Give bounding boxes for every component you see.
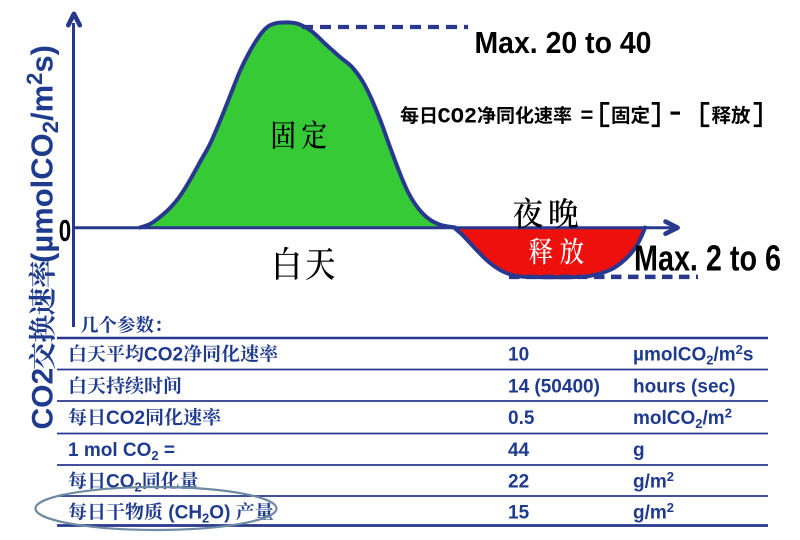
svg-text:2: 2 [706,353,713,368]
svg-text:CO2: CO2 [106,408,145,429]
svg-text:2: 2 [736,342,743,357]
svg-text:g: g [633,440,645,461]
svg-text:0: 0 [59,213,71,247]
svg-text:µmolCO: µmolCO [633,345,706,366]
svg-text:2: 2 [38,121,63,133]
svg-text:/m: /m [714,345,736,366]
svg-text:2: 2 [667,500,674,515]
svg-text:O): O) [209,503,235,524]
svg-text:2: 2 [667,469,674,484]
svg-text:Max. 2 to 6: Max. 2 to 6 [634,238,781,279]
svg-text:2: 2 [695,416,702,431]
svg-text:s: s [743,345,754,366]
svg-text:(CH: (CH [163,503,202,524]
svg-text:=: = [159,440,175,461]
svg-text:(µmolCO: (µmolCO [25,133,60,263]
svg-text:/m: /m [25,85,60,121]
svg-text:g/m: g/m [633,503,667,524]
svg-text:15: 15 [508,503,530,524]
svg-text:CO2: CO2 [27,368,60,430]
svg-text:Max. 20 to 40: Max. 20 to 40 [475,25,652,60]
svg-text:10: 10 [508,345,529,366]
svg-text:0.5: 0.5 [508,408,535,429]
svg-text:=: = [581,102,594,127]
svg-text:CO2: CO2 [144,345,183,366]
svg-text:g/m: g/m [633,472,667,493]
svg-text:14 (50400): 14 (50400) [508,377,600,398]
svg-text:2: 2 [725,406,732,421]
svg-text:2: 2 [151,448,158,463]
svg-text:1 mol CO: 1 mol CO [68,440,151,461]
svg-text:44: 44 [508,440,530,461]
svg-text:/m: /m [703,408,725,429]
svg-text:2: 2 [202,511,209,526]
svg-text:s): s) [25,45,60,73]
svg-text:22: 22 [508,472,529,493]
svg-text:2: 2 [22,73,47,85]
svg-text:hours (sec): hours (sec) [633,377,735,398]
svg-text:CO2: CO2 [438,104,478,129]
svg-text:molCO: molCO [633,408,695,429]
